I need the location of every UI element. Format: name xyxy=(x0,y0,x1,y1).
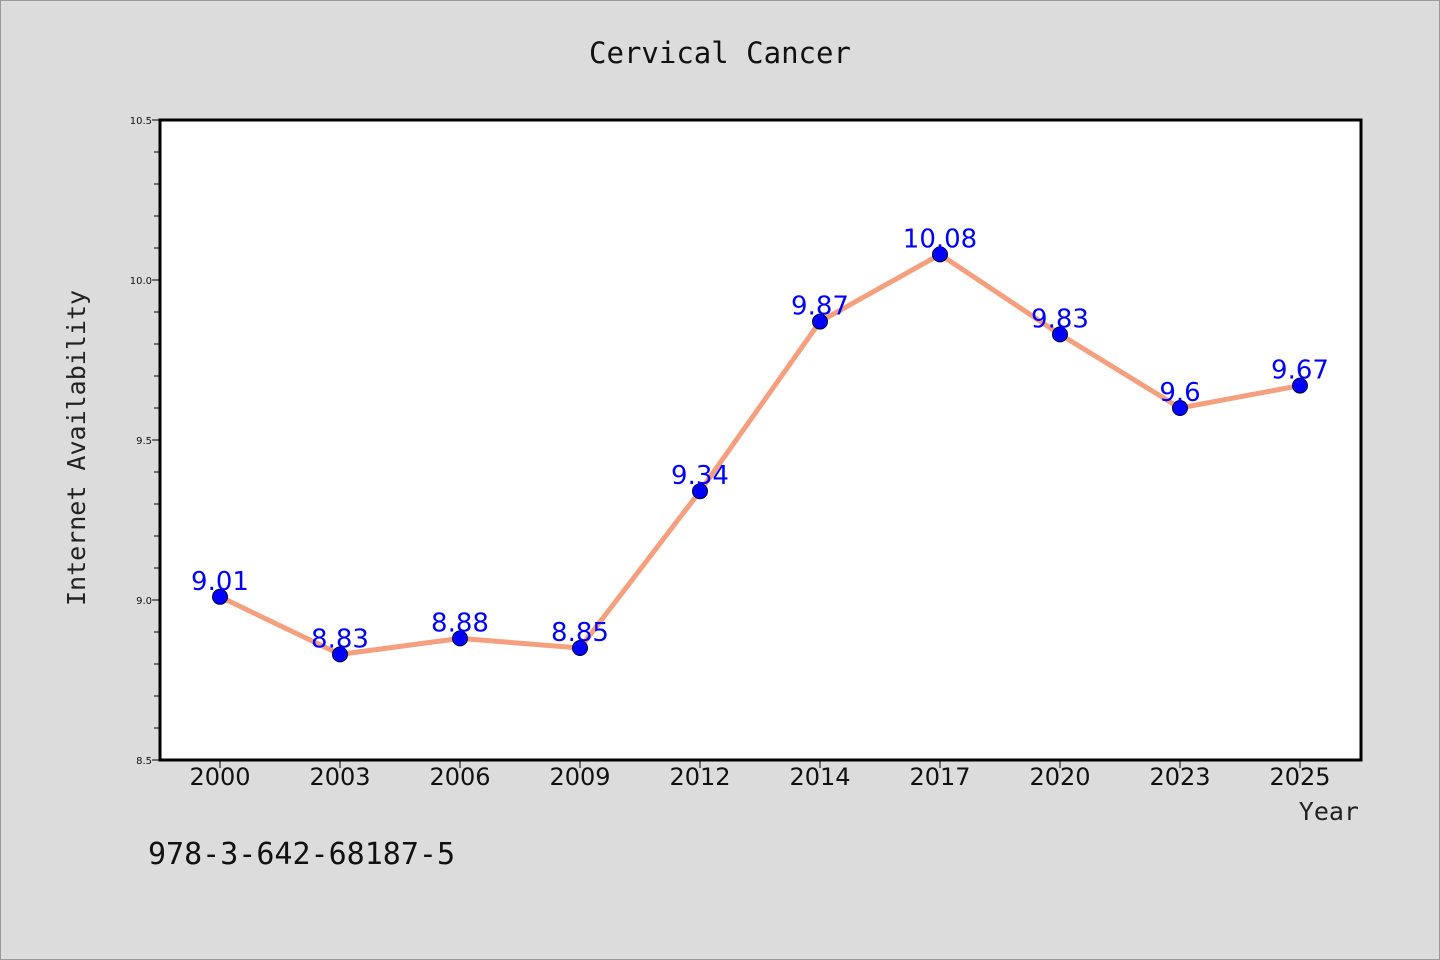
series-line xyxy=(217,251,1303,657)
x-tick-label: 2025 xyxy=(1269,763,1330,791)
data-label: 9.01 xyxy=(191,567,249,597)
data-label: 9.83 xyxy=(1031,304,1089,334)
y-tick-label: 9.0 xyxy=(136,596,152,607)
y-tick-label: 10.0 xyxy=(130,276,152,287)
x-tick-label: 2017 xyxy=(909,763,970,791)
data-label: 8.88 xyxy=(431,608,489,638)
data-point xyxy=(932,246,948,263)
x-axis-label: Year xyxy=(1299,797,1359,826)
data-point xyxy=(692,483,708,500)
data-label: 9.34 xyxy=(671,461,729,491)
chart-title: Cervical Cancer xyxy=(589,36,851,70)
data-label: 9.67 xyxy=(1271,356,1329,386)
y-tick-label: 10.5 xyxy=(130,116,152,127)
data-label: 9.87 xyxy=(791,292,849,322)
data-label: 8.83 xyxy=(311,624,369,654)
footer-isbn: 978-3-642-68187-5 xyxy=(148,837,455,872)
plot-area xyxy=(158,118,1363,762)
x-tick-label: 2000 xyxy=(189,763,250,791)
series-group: 9.01 8.83 8.88 8.85 9.34 9.87 10.08 9.83 9.6 9.67 xyxy=(191,224,1329,663)
data-point xyxy=(1292,377,1308,394)
x-tick-label: 2023 xyxy=(1149,763,1210,791)
x-axis: 2000 2003 2006 2009 2012 2014 2017 2020 2023 2025 xyxy=(189,760,1331,791)
x-tick-label: 2006 xyxy=(429,763,490,791)
data-label: 10.08 xyxy=(903,224,977,254)
y-axis: 8.5 9.0 9.5 10.0 10.5 xyxy=(130,116,160,767)
x-tick-label: 2020 xyxy=(1029,763,1090,791)
data-point xyxy=(572,640,588,656)
x-tick-label: 2014 xyxy=(789,763,850,791)
y-axis-label: Internet Availability xyxy=(62,290,91,606)
x-tick-label: 2009 xyxy=(549,763,610,791)
data-point xyxy=(332,646,348,663)
data-point xyxy=(1052,326,1068,343)
x-tick-label: 2012 xyxy=(669,763,730,791)
data-point xyxy=(452,630,468,647)
data-label: 8.85 xyxy=(551,618,609,648)
x-tick-label: 2003 xyxy=(309,763,370,791)
data-point xyxy=(212,588,228,605)
y-tick-label: 8.5 xyxy=(136,756,152,767)
data-point xyxy=(812,313,828,330)
data-label: 9.6 xyxy=(1159,378,1200,408)
data-point xyxy=(1172,400,1188,416)
y-tick-label: 9.5 xyxy=(136,436,152,447)
